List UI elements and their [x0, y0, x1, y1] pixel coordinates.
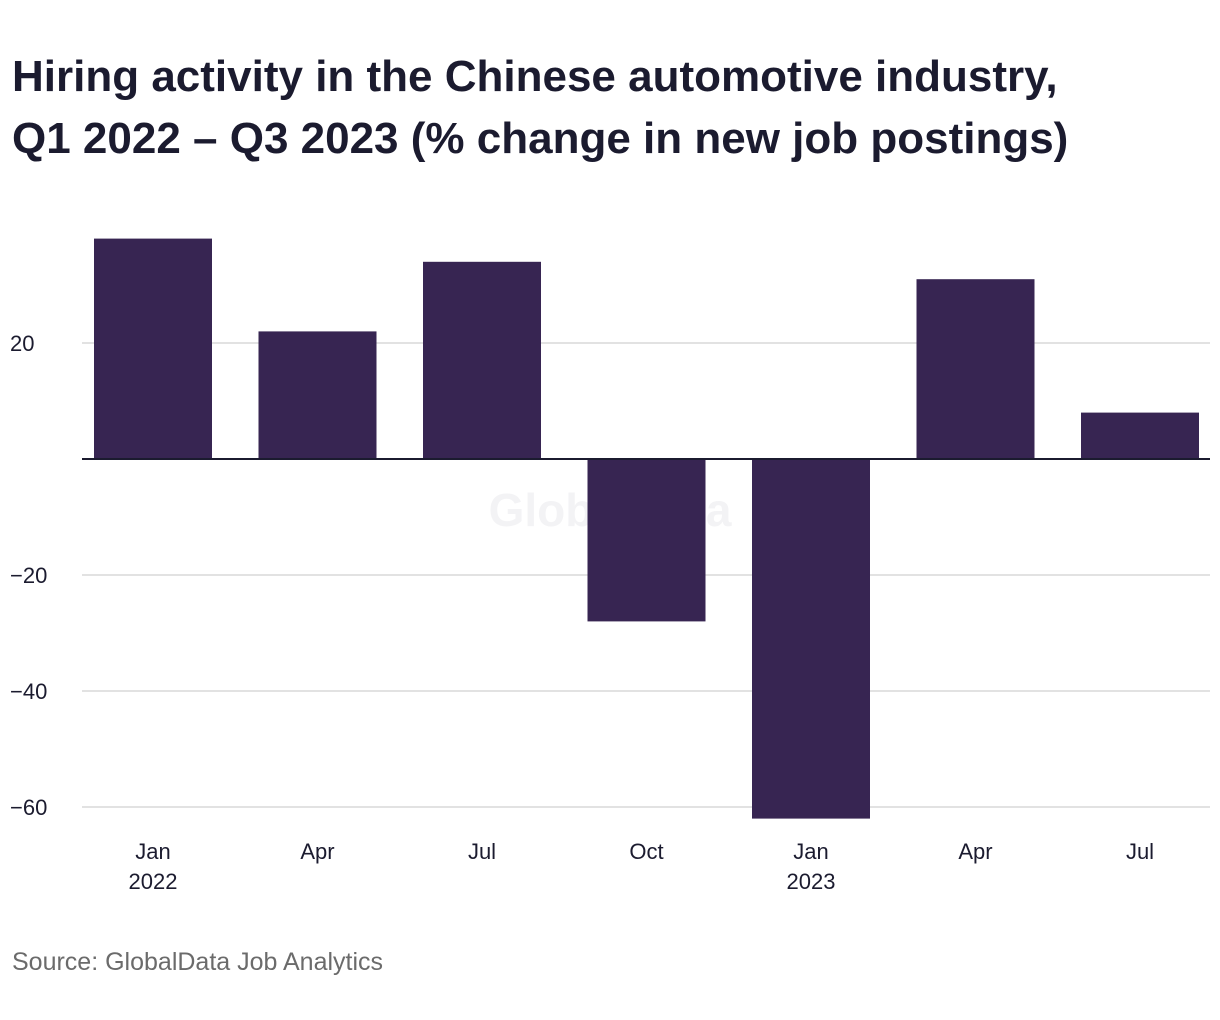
bar — [258, 331, 377, 459]
bar — [587, 459, 706, 622]
chart-title-line-2: Q1 2022 – Q3 2023 (% change in new job p… — [12, 114, 1069, 163]
y-tick-label: 20 — [10, 331, 34, 356]
x-tick-label: Jul — [1126, 839, 1154, 864]
x-tick-label: Jan — [135, 839, 170, 864]
chart-title: Hiring activity in the Chinese automotiv… — [12, 46, 1212, 170]
y-tick-label: −60 — [10, 795, 47, 820]
x-tick-label: Apr — [300, 839, 334, 864]
bar — [916, 279, 1035, 459]
source-note: Source: GlobalData Job Analytics — [12, 948, 384, 976]
x-tick-label: Apr — [958, 839, 992, 864]
x-tick-label: Jan — [793, 839, 828, 864]
x-tick-year-label: 2022 — [129, 869, 178, 894]
chart-title-line-1: Hiring activity in the Chinese automotiv… — [12, 52, 1058, 101]
bar — [423, 261, 541, 459]
x-tick-label: Jul — [468, 839, 496, 864]
x-tick-label: Oct — [629, 839, 663, 864]
y-tick-label: −40 — [10, 679, 47, 704]
bar — [1081, 412, 1199, 459]
x-tick-year-label: 2023 — [787, 869, 836, 894]
bar — [752, 459, 870, 819]
y-tick-label: −20 — [10, 563, 47, 588]
bar — [94, 238, 212, 459]
